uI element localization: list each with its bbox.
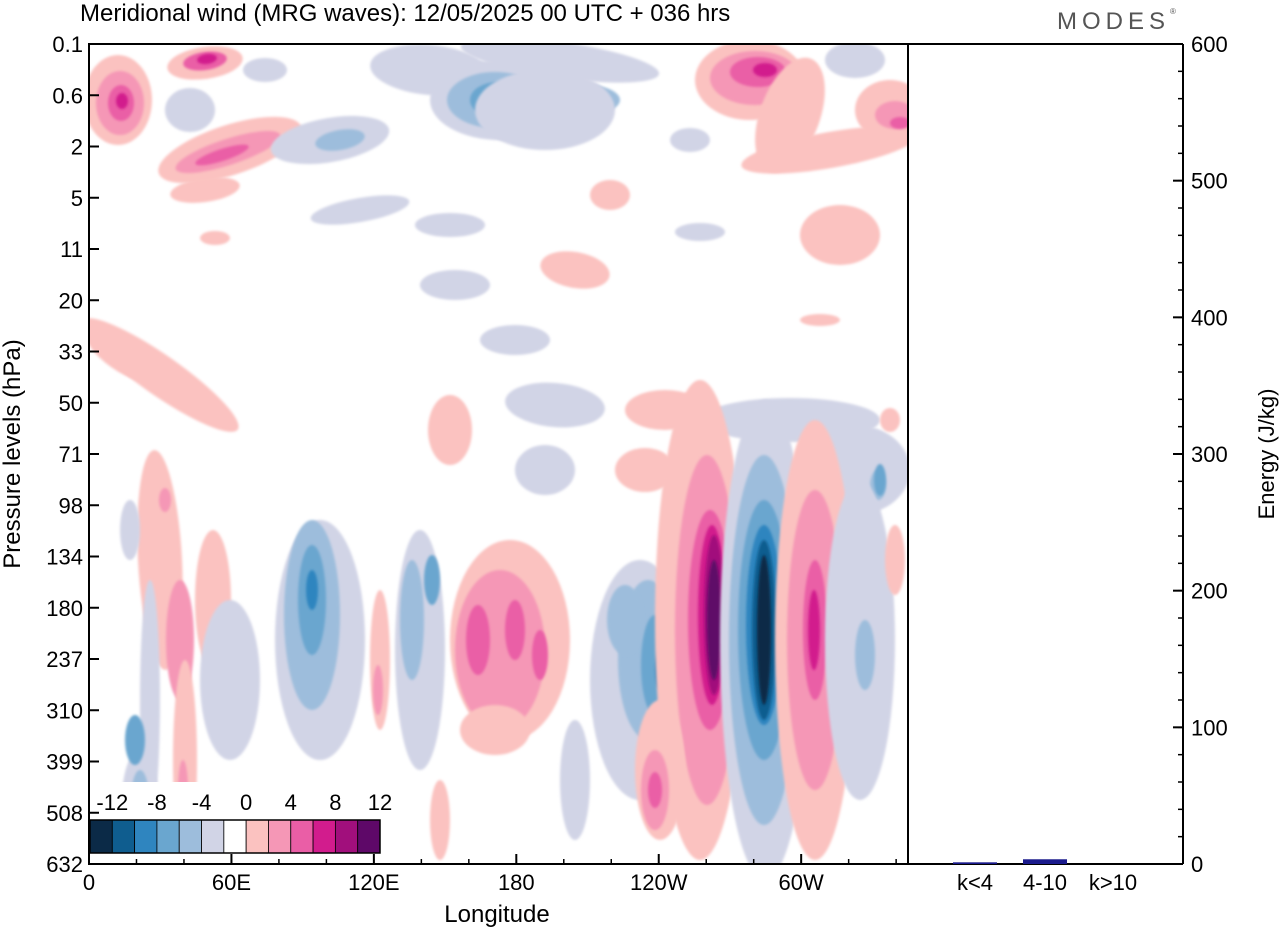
y-tick-label: 11 xyxy=(60,237,83,262)
colorbar-swatch xyxy=(156,819,180,854)
x-axis-label: Longitude xyxy=(444,901,549,928)
y-tick-label: 508 xyxy=(46,801,83,826)
colorbar-label: 0 xyxy=(240,790,252,815)
energy-axis-label: Energy (J/kg) xyxy=(1254,389,1279,520)
energy-tick-label: 0 xyxy=(1191,852,1203,877)
y-tick-label: 134 xyxy=(46,545,83,570)
energy-tick-label: 200 xyxy=(1191,579,1228,604)
colorbar-label: -12 xyxy=(96,790,128,815)
energy-tick-label: 600 xyxy=(1191,32,1228,57)
brand-logo: MODES® xyxy=(1057,7,1176,36)
x-tick-label: 60E xyxy=(212,870,251,895)
x-tick-label: 60W xyxy=(779,870,824,895)
colorbar-swatch xyxy=(178,819,202,854)
page-title: Meridional wind (MRG waves): 12/05/2025 … xyxy=(80,0,731,27)
x-tick-label: 0 xyxy=(83,870,95,895)
energy-tick-label: 400 xyxy=(1191,305,1228,330)
colorbar-swatch xyxy=(89,819,113,854)
colorbar-label: 12 xyxy=(368,790,392,815)
colorbar-label: -8 xyxy=(147,790,167,815)
brand-text: MODES xyxy=(1057,8,1171,35)
y-tick-label: 632 xyxy=(46,852,83,877)
energy-category-label: k>10 xyxy=(1089,870,1137,895)
y-tick-label: 399 xyxy=(46,750,83,775)
energy-bar xyxy=(1023,859,1067,864)
colorbar-swatch xyxy=(357,819,381,854)
energy-category-label: 4-10 xyxy=(1023,870,1067,895)
colorbar-swatch xyxy=(245,819,269,854)
colorbar-swatch xyxy=(334,819,359,854)
heatmap-field xyxy=(89,44,908,864)
x-tick-label: 120E xyxy=(348,870,399,895)
y-tick-label: 2 xyxy=(71,135,83,160)
colorbar-swatch xyxy=(312,819,336,854)
x-tick-label: 120W xyxy=(630,870,688,895)
colorbar-swatch xyxy=(201,819,225,854)
colorbar-swatch xyxy=(111,819,136,854)
y-tick-label: 50 xyxy=(59,391,83,416)
y-tick-label: 71 xyxy=(59,442,83,467)
colorbar-swatch xyxy=(134,819,158,854)
colorbar-swatch xyxy=(290,819,314,854)
colorbar-label: 4 xyxy=(285,790,297,815)
colorbar-label: -4 xyxy=(192,790,212,815)
energy-tick-label: 100 xyxy=(1191,715,1228,740)
colorbar: -12 -8 -4 0 4 8 12 xyxy=(84,782,392,863)
colorbar-label: 8 xyxy=(329,790,341,815)
y-tick-label: 33 xyxy=(59,340,83,365)
y-tick-label: 5 xyxy=(71,186,83,211)
colorbar-swatch xyxy=(223,819,247,854)
axes: 0.1 0.6 2 5 11 20 33 50 71 98 134 180 237 310 399 508 63… xyxy=(46,32,909,895)
y-tick-label: 0.6 xyxy=(52,83,83,108)
energy-bar xyxy=(953,862,997,864)
y-tick-label: 237 xyxy=(46,647,83,672)
energy-tick-label: 300 xyxy=(1191,442,1228,467)
y-axis-label: Pressure levels (hPa) xyxy=(0,339,26,568)
x-tick-label: 180 xyxy=(498,870,535,895)
colorbar-swatch xyxy=(268,819,292,854)
y-tick-label: 20 xyxy=(59,288,83,313)
energy-category-label: k<4 xyxy=(957,870,993,895)
y-tick-label: 310 xyxy=(46,698,83,723)
y-tick-label: 0.1 xyxy=(52,32,83,57)
brand-mark: ® xyxy=(1170,7,1176,16)
energy-bar-chart: 0 100 200 300 400 500 600 k<4 4-10 k>10 xyxy=(908,32,1228,895)
y-tick-label: 98 xyxy=(59,493,83,518)
y-tick-label: 180 xyxy=(46,596,83,621)
energy-tick-label: 500 xyxy=(1191,169,1228,194)
